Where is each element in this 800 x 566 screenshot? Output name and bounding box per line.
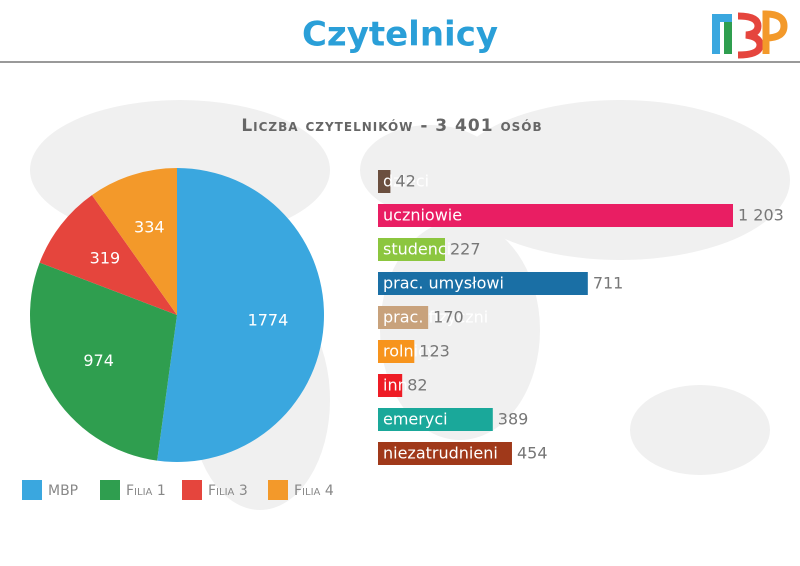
slice-label: 974 — [83, 351, 114, 370]
bar-category: studenci — [383, 240, 451, 259]
bar-value: 389 — [498, 410, 529, 429]
bar — [378, 374, 403, 397]
page-title: Czytelnicy — [302, 15, 498, 55]
bar — [378, 272, 588, 295]
legend-swatch — [100, 480, 120, 500]
bar — [378, 204, 733, 227]
bar — [378, 442, 512, 465]
bar — [378, 238, 445, 261]
bar-category: prac. fizyczni — [383, 308, 488, 327]
bar — [378, 340, 415, 363]
slice-label: 319 — [90, 249, 121, 268]
pie-slice — [29, 262, 178, 461]
bar — [378, 408, 493, 431]
bar-value: 82 — [407, 376, 427, 395]
legend-swatch — [268, 480, 288, 500]
bar-value: 42 — [395, 172, 415, 191]
legend-label: Filia 4 — [294, 483, 334, 499]
legend-label: Filia 3 — [208, 483, 248, 499]
bar-category: niezatrudnieni — [383, 444, 498, 463]
bar-value: 1 203 — [738, 206, 784, 225]
bar-category: dzieci — [383, 172, 429, 191]
bar-value: 170 — [433, 308, 464, 327]
bar-category: rolnicy — [383, 342, 436, 361]
slice-label: 1774 — [248, 311, 289, 330]
pie-slice — [39, 195, 178, 315]
bar — [378, 306, 429, 329]
pie-slice — [157, 168, 325, 462]
bar-category: emeryci — [383, 410, 448, 429]
subtitle: Liczba czytelników - 3 401 osób — [241, 116, 542, 136]
bar-value: 711 — [593, 274, 624, 293]
pie-slice — [91, 168, 177, 315]
slice-label: 334 — [134, 218, 165, 237]
bar-category: uczniowie — [383, 206, 462, 225]
bar-category: inni — [383, 376, 412, 395]
bar-value: 227 — [450, 240, 481, 259]
legend-swatch — [22, 480, 42, 500]
bar-value: 123 — [419, 342, 450, 361]
logo — [712, 10, 788, 59]
legend-label: MBP — [48, 483, 78, 499]
bar-category: prac. umysłowi — [383, 274, 504, 293]
bar-value: 454 — [517, 444, 548, 463]
legend-swatch — [182, 480, 202, 500]
legend-label: Filia 1 — [126, 483, 166, 499]
bar — [378, 170, 391, 193]
